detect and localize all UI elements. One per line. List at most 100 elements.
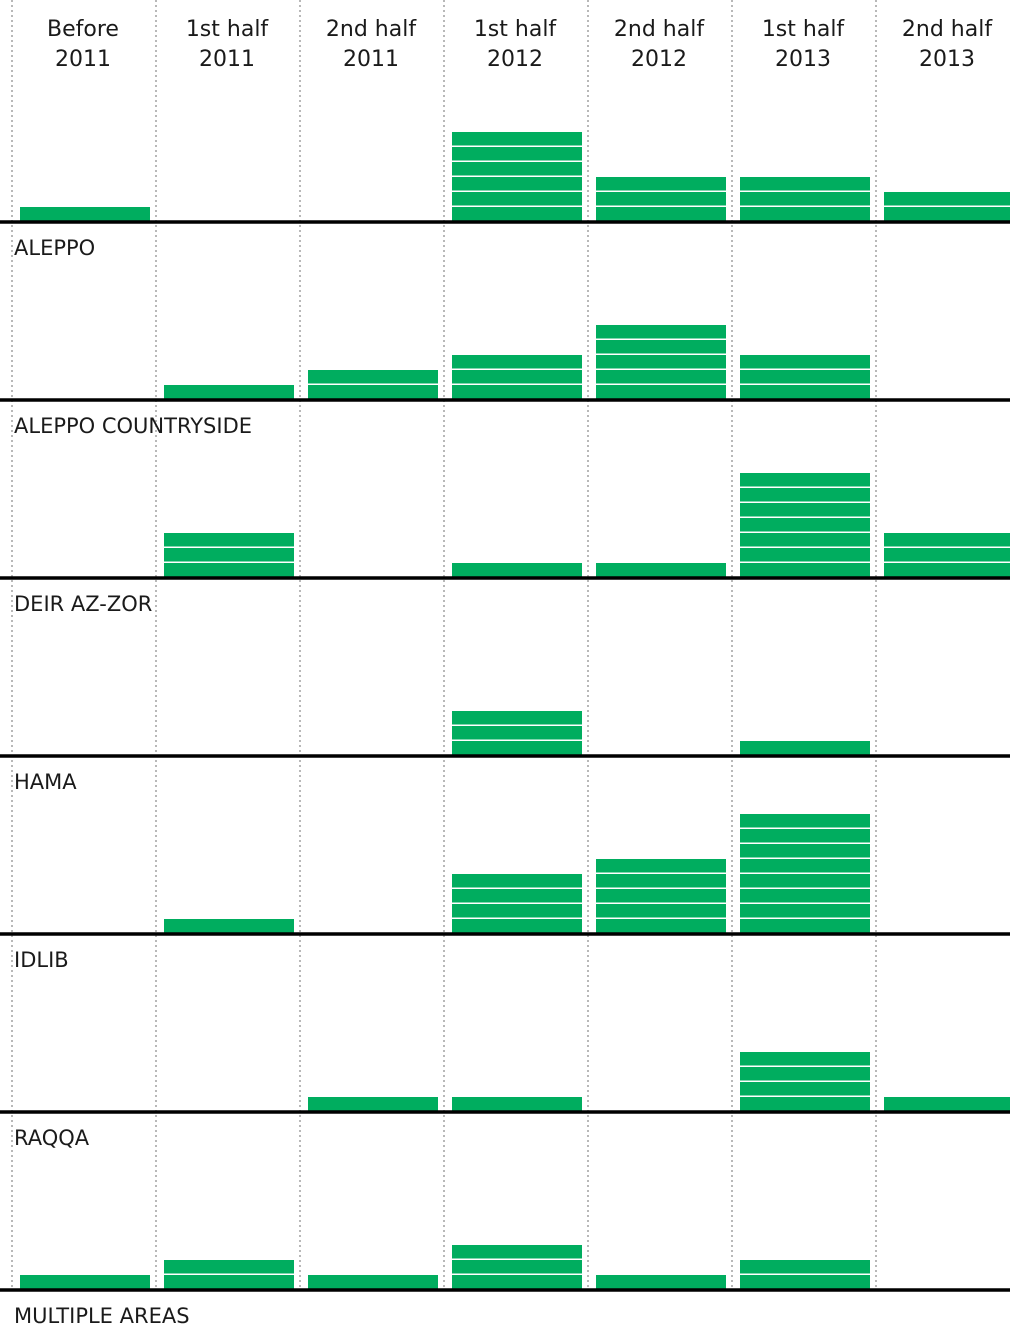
bar-unit bbox=[596, 340, 726, 354]
bar-unit bbox=[740, 533, 870, 547]
bar-unit bbox=[740, 488, 870, 502]
bar-unit bbox=[740, 503, 870, 517]
bar-unit bbox=[452, 355, 582, 369]
bar-unit bbox=[452, 1260, 582, 1274]
bar-unit bbox=[20, 1275, 150, 1289]
bar-unit bbox=[740, 1097, 870, 1111]
bar-unit bbox=[740, 844, 870, 858]
bar-unit bbox=[164, 563, 294, 577]
row-group: ALEPPO bbox=[0, 132, 1010, 260]
bar-unit bbox=[884, 548, 1010, 562]
bar-unit bbox=[740, 385, 870, 399]
row-group: IDLIB bbox=[0, 814, 1010, 972]
bar-unit bbox=[740, 177, 870, 191]
bar-unit bbox=[452, 874, 582, 888]
bar-unit bbox=[452, 1245, 582, 1259]
bar-unit bbox=[164, 385, 294, 399]
column-header-label: 2011 bbox=[199, 47, 255, 72]
bar-unit bbox=[452, 1275, 582, 1289]
bar-unit bbox=[452, 741, 582, 755]
row-label: IDLIB bbox=[14, 948, 69, 972]
bar-unit bbox=[596, 177, 726, 191]
column-header-label: 2011 bbox=[343, 47, 399, 72]
row-label: ALEPPO bbox=[14, 236, 95, 260]
column-header-label: 2013 bbox=[775, 47, 831, 72]
bar-unit bbox=[596, 355, 726, 369]
bar-unit bbox=[164, 1260, 294, 1274]
bar-unit bbox=[164, 533, 294, 547]
column-header-label: 1st half bbox=[186, 17, 270, 42]
bar-unit bbox=[596, 889, 726, 903]
bar-unit bbox=[452, 177, 582, 191]
bar-unit bbox=[740, 829, 870, 843]
bar-unit bbox=[596, 563, 726, 577]
bar-unit bbox=[452, 563, 582, 577]
bar-unit bbox=[740, 518, 870, 532]
row-group: ALEPPO COUNTRYSIDE bbox=[0, 325, 1010, 438]
bar-unit bbox=[596, 192, 726, 206]
bar-unit bbox=[164, 548, 294, 562]
bar-unit bbox=[740, 1260, 870, 1274]
bar-unit bbox=[308, 370, 438, 384]
bar-unit bbox=[884, 533, 1010, 547]
column-header-label: Before bbox=[47, 17, 119, 42]
bar-unit bbox=[740, 1275, 870, 1289]
bar-unit bbox=[452, 919, 582, 933]
bar-unit bbox=[452, 370, 582, 384]
bar-unit bbox=[164, 1275, 294, 1289]
bar-unit bbox=[164, 919, 294, 933]
bar-unit bbox=[452, 726, 582, 740]
bar-unit bbox=[452, 1097, 582, 1111]
row-label: ALEPPO COUNTRYSIDE bbox=[14, 414, 252, 438]
column-headers: Before 2011 1st half 2011 2nd half 2011 1st ha… bbox=[47, 17, 993, 72]
bar-unit bbox=[884, 192, 1010, 206]
bar-unit bbox=[740, 814, 870, 828]
column-header-label: 2013 bbox=[919, 47, 975, 72]
bar-unit bbox=[596, 385, 726, 399]
bar-unit bbox=[452, 192, 582, 206]
chart-rows: ALEPPO ALEPPO COUNTRYSIDE DEIR AZ-ZOR HAMA I… bbox=[0, 132, 1010, 1327]
bar-unit bbox=[452, 385, 582, 399]
row-group: HAMA bbox=[0, 711, 1010, 794]
bar-unit bbox=[596, 874, 726, 888]
column-header-label: 1st half bbox=[474, 17, 558, 42]
column-header-label: 2012 bbox=[631, 47, 687, 72]
row-label: DEIR AZ-ZOR bbox=[14, 592, 152, 616]
bar-unit bbox=[452, 207, 582, 221]
bar-unit bbox=[452, 147, 582, 161]
bar-unit bbox=[740, 370, 870, 384]
bar-unit bbox=[740, 741, 870, 755]
bar-unit bbox=[308, 1097, 438, 1111]
bar-unit bbox=[740, 919, 870, 933]
bar-unit bbox=[452, 889, 582, 903]
bar-unit bbox=[452, 904, 582, 918]
column-header-label: 2nd half bbox=[614, 17, 705, 42]
bar-unit bbox=[20, 207, 150, 221]
bar-unit bbox=[308, 1275, 438, 1289]
bar-unit bbox=[452, 132, 582, 146]
row-label: RAQQA bbox=[14, 1126, 90, 1150]
column-header-label: 1st half bbox=[762, 17, 846, 42]
column-header-label: 2011 bbox=[55, 47, 111, 72]
bar-unit bbox=[740, 1052, 870, 1066]
bar-unit bbox=[740, 859, 870, 873]
bar-unit bbox=[596, 370, 726, 384]
bar-unit bbox=[452, 711, 582, 725]
bar-unit bbox=[884, 563, 1010, 577]
bar-unit bbox=[740, 548, 870, 562]
bar-unit bbox=[308, 385, 438, 399]
row-group: DEIR AZ-ZOR bbox=[0, 473, 1010, 616]
bar-unit bbox=[596, 904, 726, 918]
column-header-label: 2nd half bbox=[902, 17, 993, 42]
bar-unit bbox=[740, 1067, 870, 1081]
row-label: HAMA bbox=[14, 770, 77, 794]
bar-unit bbox=[740, 904, 870, 918]
bar-unit bbox=[596, 1275, 726, 1289]
bar-unit bbox=[740, 192, 870, 206]
bar-unit bbox=[740, 1082, 870, 1096]
row-group: MULTIPLE AREAS bbox=[0, 1245, 1010, 1327]
column-header-label: 2nd half bbox=[326, 17, 417, 42]
bar-unit bbox=[740, 355, 870, 369]
bar-unit bbox=[740, 874, 870, 888]
bar-unit bbox=[596, 207, 726, 221]
